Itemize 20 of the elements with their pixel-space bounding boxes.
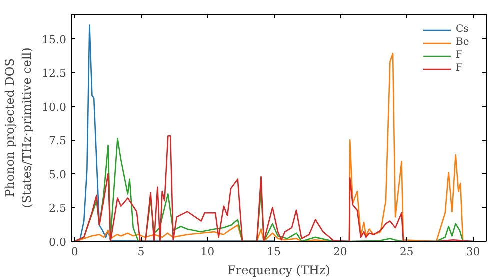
- y-tick-label: 0.0: [49, 236, 67, 249]
- y-axis-title: Phonon projected DOS (States/THz·primitive cell): [3, 48, 34, 208]
- y-tick-label: 15.0: [42, 33, 67, 46]
- y-tick-label: 2.5: [49, 202, 67, 216]
- legend-label: F: [456, 50, 464, 61]
- legend-label: Cs: [456, 24, 470, 35]
- x-tick-label: 10: [200, 246, 215, 258]
- x-tick-label: 0: [71, 246, 78, 258]
- x-axis-title: Frequency (THz): [228, 264, 330, 278]
- y-tick-label: 12.5: [42, 67, 67, 80]
- x-tick-label: 25: [400, 246, 414, 258]
- y-tick-label: 10.0: [42, 100, 67, 114]
- x-tick-label: 30: [466, 246, 480, 258]
- y-tick-label: 7.5: [49, 134, 67, 148]
- legend-label: Be: [456, 37, 470, 48]
- x-tick-label: 15: [267, 246, 282, 258]
- x-tick-label: 5: [138, 246, 145, 258]
- legend-label: F: [456, 63, 464, 74]
- x-tick-label: 20: [333, 246, 348, 258]
- y-tick-label: 5.0: [49, 168, 67, 182]
